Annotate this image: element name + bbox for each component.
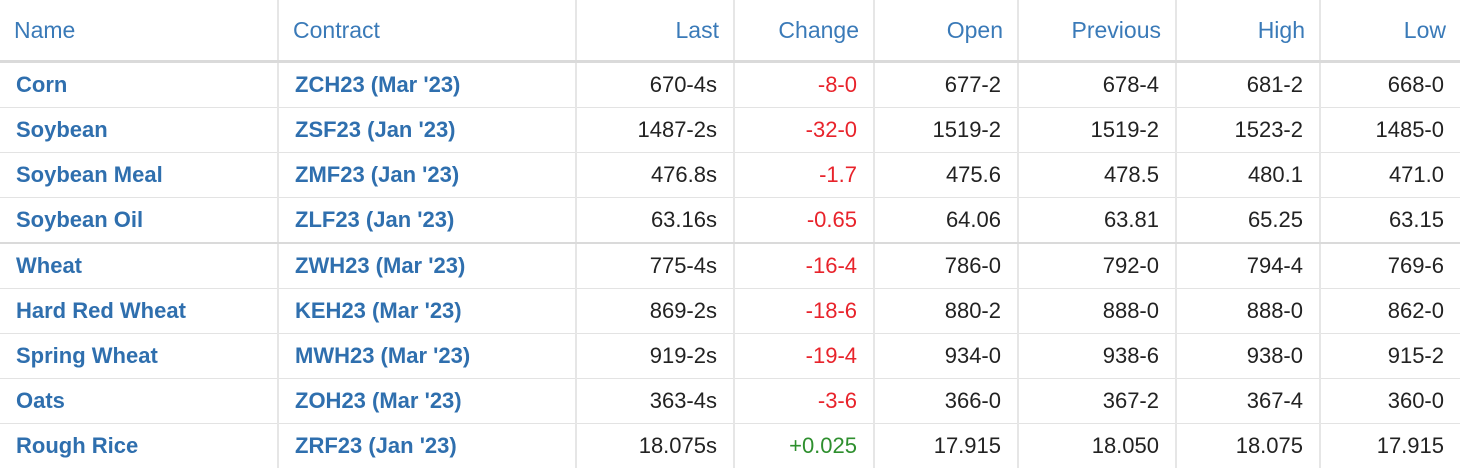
column-header-change[interactable]: Change [734,0,874,62]
low-price-cell: 862-0 [1320,289,1460,334]
commodity-name-link[interactable]: Oats [0,379,278,424]
header-row: Name Contract Last Change Open Previous … [0,0,1460,62]
last-price-cell: 869-2s [576,289,734,334]
last-price-cell: 18.075s [576,424,734,468]
change-cell: -16-4 [734,243,874,289]
last-price-cell: 476.8s [576,153,734,198]
previous-price-cell: 1519-2 [1018,108,1176,153]
last-price-cell: 63.16s [576,198,734,244]
open-price-cell: 677-2 [874,62,1018,108]
open-price-cell: 934-0 [874,334,1018,379]
change-cell: -32-0 [734,108,874,153]
high-price-cell: 938-0 [1176,334,1320,379]
open-price-cell: 880-2 [874,289,1018,334]
contract-link[interactable]: ZRF23 (Jan '23) [278,424,576,468]
contract-link[interactable]: ZCH23 (Mar '23) [278,62,576,108]
contract-link[interactable]: ZLF23 (Jan '23) [278,198,576,244]
last-price-cell: 1487-2s [576,108,734,153]
change-cell: -19-4 [734,334,874,379]
low-price-cell: 471.0 [1320,153,1460,198]
change-cell: +0.025 [734,424,874,468]
contract-link[interactable]: KEH23 (Mar '23) [278,289,576,334]
high-price-cell: 681-2 [1176,62,1320,108]
commodity-name-link[interactable]: Rough Rice [0,424,278,468]
commodity-name-link[interactable]: Soybean [0,108,278,153]
open-price-cell: 64.06 [874,198,1018,244]
open-price-cell: 786-0 [874,243,1018,289]
previous-price-cell: 678-4 [1018,62,1176,108]
column-header-high[interactable]: High [1176,0,1320,62]
high-price-cell: 1523-2 [1176,108,1320,153]
change-cell: -8-0 [734,62,874,108]
previous-price-cell: 888-0 [1018,289,1176,334]
previous-price-cell: 18.050 [1018,424,1176,468]
open-price-cell: 17.915 [874,424,1018,468]
contract-link[interactable]: ZSF23 (Jan '23) [278,108,576,153]
high-price-cell: 367-4 [1176,379,1320,424]
previous-price-cell: 63.81 [1018,198,1176,244]
last-price-cell: 363-4s [576,379,734,424]
change-cell: -0.65 [734,198,874,244]
high-price-cell: 18.075 [1176,424,1320,468]
commodity-name-link[interactable]: Hard Red Wheat [0,289,278,334]
high-price-cell: 480.1 [1176,153,1320,198]
high-price-cell: 65.25 [1176,198,1320,244]
low-price-cell: 668-0 [1320,62,1460,108]
last-price-cell: 919-2s [576,334,734,379]
previous-price-cell: 938-6 [1018,334,1176,379]
change-cell: -18-6 [734,289,874,334]
high-price-cell: 794-4 [1176,243,1320,289]
change-cell: -3-6 [734,379,874,424]
last-price-cell: 775-4s [576,243,734,289]
contract-link[interactable]: MWH23 (Mar '23) [278,334,576,379]
open-price-cell: 475.6 [874,153,1018,198]
column-header-open[interactable]: Open [874,0,1018,62]
previous-price-cell: 478.5 [1018,153,1176,198]
column-header-previous[interactable]: Previous [1018,0,1176,62]
high-price-cell: 888-0 [1176,289,1320,334]
previous-price-cell: 367-2 [1018,379,1176,424]
previous-price-cell: 792-0 [1018,243,1176,289]
contract-link[interactable]: ZMF23 (Jan '23) [278,153,576,198]
low-price-cell: 769-6 [1320,243,1460,289]
contract-link[interactable]: ZOH23 (Mar '23) [278,379,576,424]
commodity-name-link[interactable]: Corn [0,62,278,108]
open-price-cell: 366-0 [874,379,1018,424]
commodity-name-link[interactable]: Soybean Oil [0,198,278,244]
commodity-name-link[interactable]: Soybean Meal [0,153,278,198]
column-header-low[interactable]: Low [1320,0,1460,62]
change-cell: -1.7 [734,153,874,198]
contract-link[interactable]: ZWH23 (Mar '23) [278,243,576,289]
low-price-cell: 17.915 [1320,424,1460,468]
column-header-contract[interactable]: Contract [278,0,576,62]
last-price-cell: 670-4s [576,62,734,108]
table-header: Name Contract Last Change Open Previous … [0,0,1460,62]
low-price-cell: 915-2 [1320,334,1460,379]
low-price-cell: 360-0 [1320,379,1460,424]
open-price-cell: 1519-2 [874,108,1018,153]
column-header-last[interactable]: Last [576,0,734,62]
commodity-name-link[interactable]: Wheat [0,243,278,289]
column-header-name[interactable]: Name [0,0,278,62]
commodity-name-link[interactable]: Spring Wheat [0,334,278,379]
low-price-cell: 63.15 [1320,198,1460,244]
low-price-cell: 1485-0 [1320,108,1460,153]
